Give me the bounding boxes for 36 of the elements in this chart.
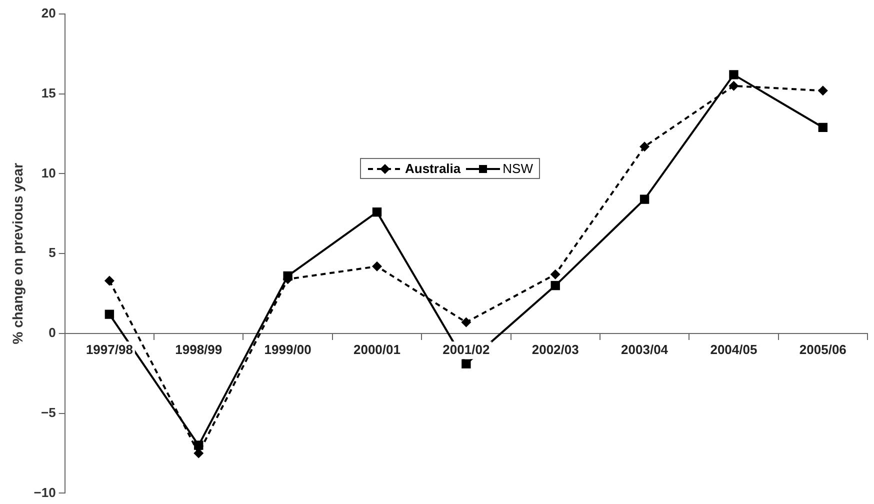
point	[640, 142, 650, 152]
point	[640, 194, 650, 204]
legend-label: Australia	[405, 161, 461, 176]
point	[283, 271, 292, 281]
x-tick-label: 2002/03	[532, 342, 579, 357]
y-tick-label: 10	[41, 165, 56, 180]
x-tick-label: 2001/02	[442, 342, 490, 357]
point	[372, 261, 382, 272]
point	[194, 440, 204, 450]
x-tick-label: 2004/05	[710, 342, 758, 357]
x-tick-label: 2000/01	[353, 342, 400, 357]
y-tick-label: 15	[41, 85, 56, 100]
x-tick-label: 1998/99	[175, 342, 222, 357]
point	[818, 122, 828, 132]
point	[550, 269, 560, 280]
point	[461, 317, 472, 328]
point	[104, 276, 114, 286]
y-tick-label: −10	[34, 484, 56, 500]
x-tick-label: 2003/04	[621, 342, 669, 357]
legend-label: NSW	[502, 161, 533, 176]
x-tick-label: 1999/00	[264, 342, 312, 357]
point	[462, 359, 471, 368]
x-tick-label: 1997/98	[86, 342, 133, 357]
y-tick-label: 5	[48, 245, 56, 260]
point	[729, 70, 738, 80]
y-axis-title: % change on previous year	[9, 162, 26, 344]
point	[818, 86, 828, 96]
y-tick-label: 20	[41, 6, 56, 21]
x-tick-label: 2005/06	[799, 342, 846, 357]
point	[550, 280, 560, 290]
y-tick-label: −5	[41, 404, 56, 420]
point	[194, 448, 204, 458]
point	[372, 207, 382, 217]
y-tick-label: 0	[48, 325, 56, 340]
point	[728, 80, 739, 91]
point	[104, 310, 114, 319]
